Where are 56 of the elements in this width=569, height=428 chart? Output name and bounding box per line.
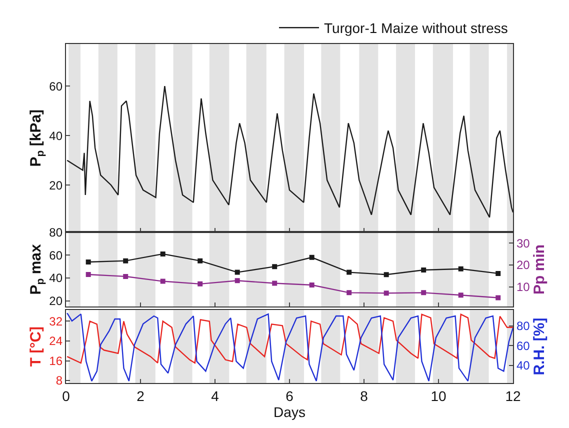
point [421,268,426,273]
y-tick-label: 20 [49,294,63,308]
point [458,266,464,272]
y-tick-label: 40 [49,271,63,286]
line-series [66,85,513,218]
point [346,270,352,275]
y2-tick-label: 80 [516,319,530,334]
point [160,278,166,284]
point [272,264,278,270]
y-axis-title: T [°C] [27,326,44,367]
y2-axis-title: R.H. [%] [531,318,548,376]
y2-tick-label: 20 [516,258,530,272]
point [234,270,240,275]
point [123,274,128,279]
y2-tick-label: 40 [516,358,530,372]
point [309,254,314,260]
point [198,281,203,286]
legend-label: Turgor-1 Maize without stress [324,20,508,36]
y-tick-label: 8 [56,374,63,388]
x-tick-label: 10 [430,388,446,404]
point [384,272,389,278]
y2-axis-title: Pp min [531,244,548,294]
point [384,290,389,296]
line-series [66,312,513,382]
point [458,292,464,298]
y-tick-label: 80 [49,225,63,240]
y-tick-label: 60 [49,79,63,94]
y2-tick-label: 60 [516,338,530,353]
line-series [66,314,513,364]
y-tick-label: 32 [49,314,63,328]
x-tick-label: 2 [136,388,145,404]
point [160,251,166,256]
x-tick-label: 4 [211,388,220,404]
x-tick-label: 0 [62,388,70,404]
point [234,278,240,284]
point [86,272,91,277]
y-tick-label: 60 [49,248,63,262]
point [86,259,91,264]
y2-tick-label: 10 [516,280,530,294]
x-tick-label: 12 [505,388,521,404]
point [496,295,501,300]
point [421,290,426,296]
x-tick-label: 6 [286,388,294,404]
y2-tick-label: 30 [516,236,530,250]
y-tick-label: 24 [49,334,63,348]
y-tick-label: 16 [49,354,63,368]
x-tick-label: 8 [360,388,368,404]
y-tick-label: 40 [49,128,63,143]
y-tick-label: 20 [49,178,63,192]
point [496,270,501,276]
point [309,282,314,288]
point [198,258,203,264]
point [123,258,128,264]
x-axis-title: Days [274,404,306,420]
point [346,290,352,296]
point [272,280,278,286]
